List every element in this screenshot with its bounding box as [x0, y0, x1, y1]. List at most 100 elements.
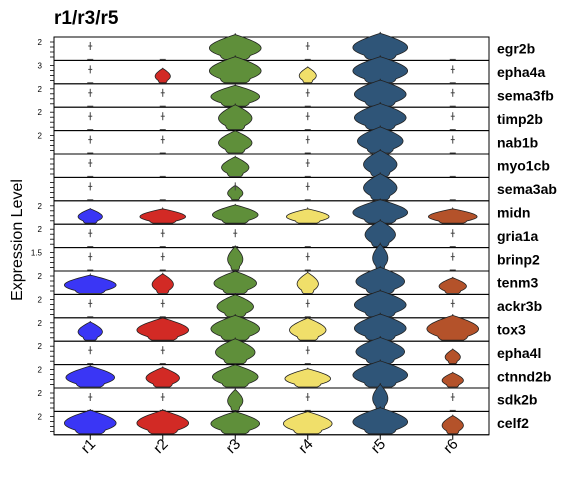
gene-label-midn: midn — [497, 205, 530, 221]
violin-row-ackr3b: 2 ackr3b — [38, 289, 542, 319]
violin-panels: 2 egr2b 3 epha4a 2 sema3fb 2 timp2b 2 nab1b myo1cb… — [31, 31, 557, 436]
panel-frame — [53, 387, 490, 412]
violin-ackr3b-r3 — [216, 293, 254, 318]
violin-midn-r4 — [286, 206, 330, 224]
violin-nab1b-r3 — [218, 129, 253, 154]
panel-frame — [53, 247, 490, 272]
x-tick-label-r3: r3 — [223, 436, 244, 457]
violin-celf2-r6 — [441, 414, 464, 435]
violin-midn-r6 — [427, 206, 478, 224]
violin-epha4a-r4 — [298, 66, 317, 84]
panel-frame — [53, 83, 490, 108]
violin-egr2b-r5 — [352, 31, 409, 60]
violin-tenm3-r1 — [63, 272, 117, 294]
panel-frame — [53, 106, 490, 132]
violin-tox3-r2 — [136, 316, 190, 341]
violin-row-timp2b: 2 timp2b — [38, 102, 543, 132]
violin-tenm3-r6 — [438, 276, 467, 294]
violin-ctnnd2b-r2 — [145, 366, 180, 388]
violin-ctnnd2b-r1 — [65, 364, 116, 388]
violin-row-sema3ab: sema3ab — [50, 172, 557, 202]
violin-sdk2b-r5 — [372, 382, 389, 411]
panel-frame — [53, 36, 490, 61]
violin-midn-r5 — [352, 198, 409, 224]
gene-label-brinp2: brinp2 — [497, 251, 540, 267]
violin-row-tenm3: 2 tenm3 — [38, 265, 538, 295]
violin-midn-r1 — [77, 208, 103, 224]
panel-frame — [53, 270, 490, 295]
violin-row-brinp2: 1.5 brinp2 — [31, 242, 540, 272]
gene-label-ctnnd2b: ctnnd2b — [497, 368, 551, 384]
panel-frame — [53, 317, 490, 342]
y-axis-label: Expression Level — [9, 179, 26, 301]
y-tick-label: 2 — [38, 225, 43, 234]
panel-frame — [53, 176, 490, 202]
violin-celf2-r1 — [63, 409, 117, 435]
y-tick-label: 2 — [38, 412, 43, 421]
y-tick-label: 2 — [38, 366, 43, 375]
violin-row-epha4l: 2 epha4l — [38, 336, 541, 366]
gene-label-myo1cb: myo1cb — [497, 158, 550, 174]
violin-row-myo1cb: myo1cb — [50, 148, 550, 178]
x-tick-label-r1: r1 — [78, 436, 99, 457]
gene-label-tox3: tox3 — [497, 322, 526, 338]
violin-sema3ab-r5 — [363, 172, 398, 201]
violin-ctnnd2b-r6 — [441, 371, 464, 388]
violin-ctnnd2b-r5 — [352, 359, 409, 388]
y-tick-label: 2 — [38, 389, 43, 398]
gene-label-epha4a: epha4a — [497, 64, 545, 80]
violin-myo1cb-r3 — [221, 155, 250, 177]
violin-brinp2-r5 — [372, 242, 389, 271]
gene-label-sema3ab: sema3ab — [497, 181, 557, 197]
y-tick-label: 2 — [38, 38, 43, 47]
y-tick-label: 2 — [38, 202, 43, 211]
violin-timp2b-r5 — [353, 102, 407, 130]
violin-row-tox3: 2 tox3 — [38, 312, 526, 342]
violin-myo1cb-r5 — [363, 148, 398, 177]
panel-frame — [53, 293, 490, 319]
violin-row-ctnnd2b: 2 ctnnd2b — [38, 359, 551, 389]
violin-tox3-r1 — [77, 320, 103, 341]
violin-brinp2-r3 — [227, 245, 244, 271]
chart-title: r1/r3/r5 — [54, 8, 119, 29]
panel-frame — [53, 364, 490, 389]
y-tick-label: 2 — [38, 295, 43, 304]
panel-frame — [53, 130, 490, 155]
gene-label-sema3fb: sema3fb — [497, 88, 554, 104]
gene-label-gria1a: gria1a — [497, 228, 538, 244]
violin-epha4l-r3 — [215, 337, 256, 364]
violin-sdk2b-r3 — [227, 388, 244, 411]
violin-epha4l-r6 — [444, 348, 461, 364]
violin-epha4a-r2 — [154, 67, 171, 84]
violin-tenm3-r4 — [296, 271, 319, 294]
panel-frame — [53, 410, 490, 436]
x-tick-label-r5: r5 — [368, 436, 389, 457]
y-tick-label: 2 — [38, 108, 43, 117]
gene-label-celf2: celf2 — [497, 415, 529, 431]
gene-label-tenm3: tenm3 — [497, 275, 538, 291]
violin-ctnnd2b-r4 — [284, 367, 331, 388]
panel-frame — [53, 59, 490, 85]
x-tick-label-r2: r2 — [150, 436, 171, 457]
violin-sema3fb-r3 — [210, 84, 261, 107]
violin-row-sdk2b: 2 sdk2b — [38, 382, 537, 412]
panel-frame — [53, 223, 490, 249]
violin-epha4a-r3 — [208, 55, 262, 84]
violin-row-celf2: 2 celf2 — [38, 406, 529, 436]
panel-frame — [53, 153, 490, 178]
violin-ackr3b-r5 — [353, 289, 407, 318]
violin-gria1a-r5 — [364, 219, 396, 247]
violin-midn-r3 — [212, 203, 259, 224]
y-tick-label: 2 — [38, 85, 43, 94]
violin-sema3fb-r5 — [353, 78, 407, 107]
gene-label-timp2b: timp2b — [497, 111, 543, 127]
violin-tox3-r5 — [353, 312, 407, 341]
violin-row-nab1b: 2 nab1b — [38, 125, 538, 155]
violin-nab1b-r5 — [357, 125, 404, 154]
violin-row-sema3fb: 2 sema3fb — [38, 78, 554, 108]
x-tick-label-r4: r4 — [295, 436, 316, 457]
gene-label-sdk2b: sdk2b — [497, 392, 537, 408]
panel-frame — [53, 340, 490, 366]
violin-ctnnd2b-r3 — [212, 363, 259, 388]
violin-celf2-r2 — [136, 409, 190, 435]
